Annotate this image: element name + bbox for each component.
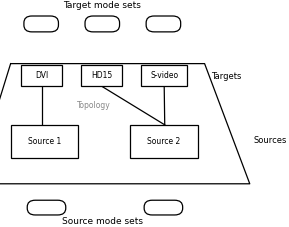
FancyBboxPatch shape [85,16,120,32]
Text: S-video: S-video [150,71,178,80]
Text: Topology: Topology [77,101,111,110]
FancyBboxPatch shape [24,16,58,32]
Text: Source 2: Source 2 [147,137,181,146]
Text: Source 1: Source 1 [28,137,61,146]
FancyBboxPatch shape [21,65,62,86]
Text: DVI: DVI [35,71,49,80]
FancyBboxPatch shape [146,16,181,32]
Text: Source mode sets: Source mode sets [62,217,143,226]
FancyBboxPatch shape [81,65,122,86]
FancyBboxPatch shape [11,125,78,158]
Text: Targets: Targets [211,72,242,81]
Text: Sources: Sources [254,136,287,145]
Text: HD15: HD15 [91,71,112,80]
FancyBboxPatch shape [27,200,66,215]
FancyBboxPatch shape [144,200,183,215]
FancyBboxPatch shape [130,125,198,158]
Text: Target mode sets: Target mode sets [63,1,141,10]
FancyBboxPatch shape [141,65,187,86]
